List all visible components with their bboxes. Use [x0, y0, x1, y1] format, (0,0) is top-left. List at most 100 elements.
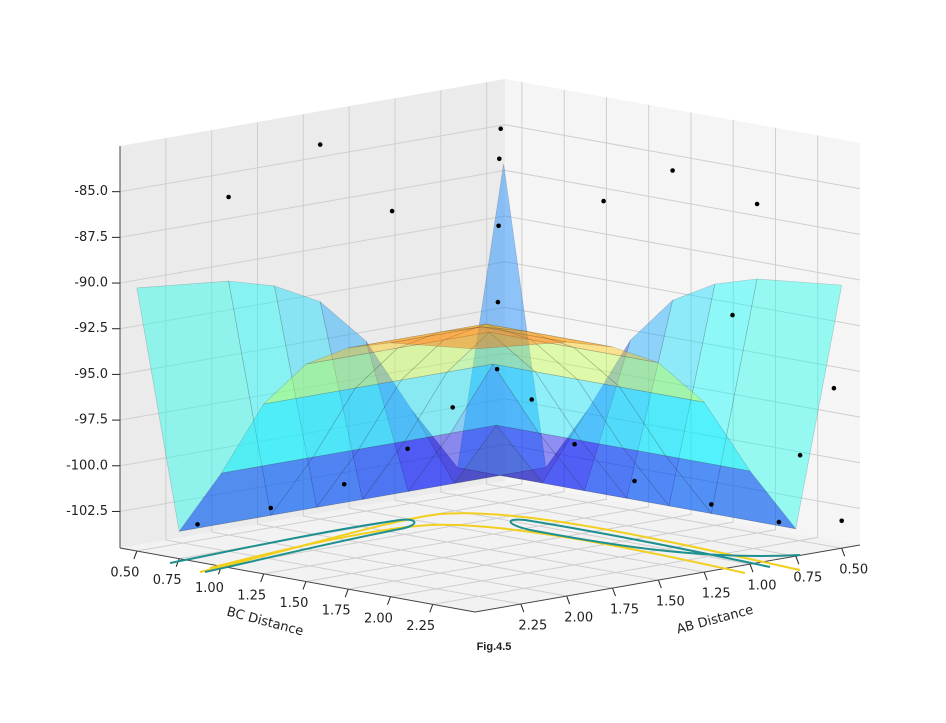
- surface-patch: [400, 331, 491, 381]
- contour-line: [509, 518, 801, 568]
- caption: Fig.4.5: [477, 641, 512, 653]
- grid-line: [165, 138, 521, 605]
- surface-patch: [449, 363, 540, 434]
- surface-patch: [407, 424, 498, 492]
- scatter-point: [831, 385, 837, 391]
- z-tick-label: -102.5: [66, 504, 108, 519]
- x-tick: [429, 604, 434, 613]
- surface-patch: [534, 371, 624, 449]
- scatter-point: [195, 522, 200, 527]
- grid-line: [440, 90, 796, 557]
- contour-line: [209, 523, 746, 574]
- scatter-point: [450, 405, 456, 410]
- surface-patch: [178, 456, 314, 532]
- y-tick-label: 1.25: [702, 587, 731, 602]
- surface-patch: [274, 285, 363, 508]
- y-tick: [841, 548, 846, 557]
- x-tick: [133, 550, 138, 560]
- scatter-point: [405, 446, 410, 452]
- surface-patch: [537, 432, 628, 499]
- y-tick-label: 1.00: [748, 579, 777, 594]
- grid-line: [119, 261, 861, 330]
- surface-patch: [305, 331, 441, 365]
- surface-patch: [446, 331, 537, 373]
- scatter-point: [496, 223, 501, 229]
- x-axis-line: [119, 547, 476, 613]
- y-tick-label: 2.25: [518, 619, 547, 634]
- grid-line: [119, 306, 861, 375]
- z-tick-label: -85.0: [74, 184, 108, 199]
- surface-patch: [354, 339, 445, 389]
- surface-patch: [572, 346, 706, 403]
- surface-patch: [622, 447, 713, 514]
- x-tick-label: 2.00: [364, 611, 393, 626]
- grid-line: [211, 130, 567, 597]
- scatter-point: [839, 518, 844, 524]
- grid-line: [348, 106, 705, 573]
- y-tick-label: 2.00: [564, 611, 593, 626]
- panes: [120, 79, 860, 612]
- surface-patch: [397, 323, 486, 349]
- z-tick-label: -97.5: [74, 413, 108, 428]
- surface-patch: [270, 448, 360, 516]
- grid-line: [119, 215, 861, 284]
- grid-line: [348, 120, 734, 590]
- x-tick-label: 1.00: [195, 581, 224, 596]
- surface-patch: [492, 363, 582, 441]
- grid-line: [263, 104, 650, 575]
- surface-patch: [348, 326, 483, 349]
- surface-patch: [499, 409, 589, 484]
- x-tick: [260, 573, 265, 583]
- surface-patch: [220, 387, 357, 474]
- surface-patch: [527, 331, 659, 363]
- x-tick: [302, 581, 307, 590]
- y-tick: [703, 571, 708, 581]
- surface-patch: [439, 323, 529, 333]
- x-tick-label: 1.25: [237, 588, 266, 603]
- x-tick: [387, 596, 391, 605]
- right-pane: [505, 79, 860, 545]
- x-tick-label: 0.50: [110, 566, 139, 581]
- surface-patch: [443, 323, 532, 341]
- y-tick-label: 1.75: [610, 603, 639, 618]
- scatter-point: [498, 126, 504, 132]
- surface-patch: [312, 379, 402, 458]
- surface-patch: [228, 280, 318, 516]
- surface-patch: [365, 341, 455, 492]
- surface-patch: [262, 347, 399, 405]
- surface-patch: [482, 326, 613, 348]
- y-tick: [749, 563, 754, 573]
- scatter-point: [670, 168, 675, 173]
- surface-patch: [541, 340, 631, 492]
- scatter-point: [317, 142, 323, 147]
- scatter-point: [709, 502, 714, 507]
- grid-line: [136, 82, 523, 552]
- z-tick-label: -87.5: [74, 230, 108, 245]
- grid-line: [221, 97, 607, 567]
- grid-line: [302, 114, 659, 581]
- grid-line: [486, 82, 842, 549]
- z-tick-label: -92.5: [74, 321, 108, 336]
- grid-line: [119, 169, 861, 238]
- grid-line: [119, 352, 861, 421]
- surface-patch: [664, 455, 797, 530]
- surface-patch: [361, 432, 452, 500]
- y-tick-label: 1.50: [656, 595, 685, 610]
- x-tick-label: 1.50: [279, 596, 308, 611]
- scatter-point: [632, 478, 637, 484]
- surface-patch: [457, 163, 547, 476]
- x-tick: [344, 588, 349, 598]
- grid-line: [432, 135, 819, 605]
- surface-patch: [495, 424, 586, 492]
- y-tick: [657, 579, 662, 589]
- scatter-point: [494, 366, 500, 372]
- surface-patch: [404, 363, 494, 442]
- scatter-point: [389, 208, 395, 214]
- surface-patch: [411, 409, 501, 484]
- grid-line: [119, 443, 861, 512]
- y-axis-label: AB Distance: [675, 603, 755, 638]
- left-pane: [120, 79, 505, 548]
- scatter-point: [341, 482, 347, 487]
